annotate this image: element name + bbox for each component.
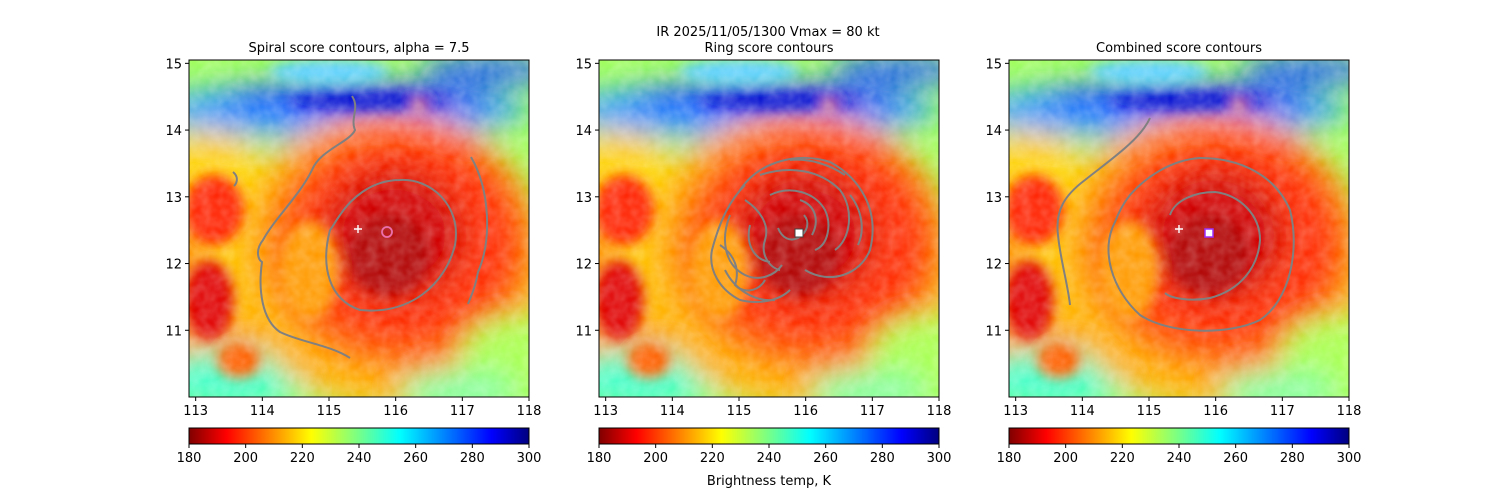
axes-frame <box>188 59 530 398</box>
y-axis: 11 12 13 14 15 <box>985 57 1009 339</box>
colorbar: 180 200 220 240 260 280 300 <box>587 427 952 466</box>
brightness-heatmap <box>549 56 989 410</box>
axes-frame <box>598 59 940 398</box>
y-tick-label: 14 <box>985 124 1002 139</box>
colorbar-tick-label: 180 <box>587 451 612 466</box>
x-tick-label: 118 <box>927 404 952 419</box>
colorbar-tick-label: 260 <box>1223 451 1248 466</box>
x-tick-label: 113 <box>183 404 208 419</box>
x-tick-label: 113 <box>593 404 618 419</box>
combined-center-marker <box>1204 228 1214 238</box>
x-tick-label: 113 <box>1003 404 1028 419</box>
x-tick-label: 115 <box>317 404 342 419</box>
y-tick-label: 13 <box>165 191 182 206</box>
spiral-contours <box>232 95 489 359</box>
brightness-heatmap <box>139 56 579 410</box>
colorbar: 180 200 220 240 260 280 300 <box>997 427 1362 466</box>
y-tick-label: 12 <box>165 258 182 273</box>
x-tick-label: 116 <box>383 404 408 419</box>
colorbar-tick-label: 180 <box>177 451 202 466</box>
figure-suptitle: IR 2025/11/05/1300 Vmax = 80 kt <box>656 25 879 40</box>
colorbar-tick-label: 220 <box>1110 451 1135 466</box>
colorbar-tick-label: 300 <box>517 451 542 466</box>
y-axis: 11 12 13 14 15 <box>165 57 189 339</box>
y-tick-label: 12 <box>575 258 592 273</box>
combined-contours <box>1056 117 1295 332</box>
colorbar-tick-label: 280 <box>870 451 895 466</box>
y-tick-label: 12 <box>985 258 1002 273</box>
colorbar-tick-label: 180 <box>997 451 1022 466</box>
colorbar-tick-label: 200 <box>233 451 258 466</box>
ring-center-marker <box>794 228 804 238</box>
colorbar-tick-label: 200 <box>643 451 668 466</box>
x-tick-label: 117 <box>860 404 885 419</box>
x-tick-label: 116 <box>1203 404 1228 419</box>
colorbar-gradient <box>188 427 530 445</box>
colorbar-tick-label: 240 <box>757 451 782 466</box>
x-tick-label: 115 <box>1137 404 1162 419</box>
x-tick-label: 116 <box>793 404 818 419</box>
colorbar-label: Brightness temp, K <box>707 474 832 489</box>
x-tick-label: 118 <box>517 404 542 419</box>
y-tick-label: 11 <box>985 324 1002 339</box>
x-axis: 113 114 115 116 117 118 <box>593 397 951 419</box>
x-tick-label: 117 <box>1270 404 1295 419</box>
x-tick-label: 114 <box>1070 404 1095 419</box>
x-tick-label: 118 <box>1337 404 1362 419</box>
spiral-center-marker <box>381 226 393 238</box>
y-tick-label: 15 <box>575 57 592 72</box>
colorbar-tick-label: 280 <box>460 451 485 466</box>
panel-spiral: Spiral score contours, alpha = 7.5 113 11… <box>139 41 579 466</box>
colorbar-gradient <box>598 427 940 445</box>
panel-title: Spiral score contours, alpha = 7.5 <box>248 41 469 56</box>
colorbar-tick-label: 260 <box>403 451 428 466</box>
colorbar-tick-label: 200 <box>1053 451 1078 466</box>
colorbar-tick-label: 300 <box>927 451 952 466</box>
y-tick-label: 11 <box>575 324 592 339</box>
colorbar-tick-label: 240 <box>1167 451 1192 466</box>
colorbar-tick-label: 300 <box>1337 451 1362 466</box>
colorbar-tick-label: 220 <box>290 451 315 466</box>
colorbar-tick-label: 260 <box>813 451 838 466</box>
panel-title: Combined score contours <box>1096 41 1262 56</box>
panel-ring: Ring score contours 113 114 115 116 117 118 1… <box>549 41 989 489</box>
first-guess-marker <box>1175 225 1183 233</box>
x-axis: 113 114 115 116 117 118 <box>183 397 541 419</box>
x-tick-label: 115 <box>727 404 752 419</box>
y-tick-label: 14 <box>575 124 592 139</box>
colorbar-tick-label: 280 <box>1280 451 1305 466</box>
x-tick-label: 114 <box>250 404 275 419</box>
x-tick-label: 117 <box>450 404 475 419</box>
ring-contours <box>710 156 874 303</box>
colorbar: 180 200 220 240 260 280 300 <box>177 427 542 466</box>
y-tick-label: 15 <box>985 57 1002 72</box>
y-tick-label: 13 <box>575 191 592 206</box>
colorbar-tick-label: 240 <box>347 451 372 466</box>
panel-combined: Combined score contours 113 114 115 116 117 1… <box>985 41 1362 466</box>
y-axis: 11 12 13 14 15 <box>575 57 599 339</box>
y-tick-label: 13 <box>985 191 1002 206</box>
y-tick-label: 11 <box>165 324 182 339</box>
axes-frame <box>1008 59 1350 398</box>
x-tick-label: 114 <box>660 404 685 419</box>
y-tick-label: 14 <box>165 124 182 139</box>
panel-title: Ring score contours <box>704 41 833 56</box>
colorbar-gradient <box>1008 427 1350 445</box>
first-guess-marker <box>354 225 362 233</box>
y-tick-label: 15 <box>165 57 182 72</box>
x-axis: 113 114 115 116 117 118 <box>1003 397 1361 419</box>
colorbar-tick-label: 220 <box>700 451 725 466</box>
